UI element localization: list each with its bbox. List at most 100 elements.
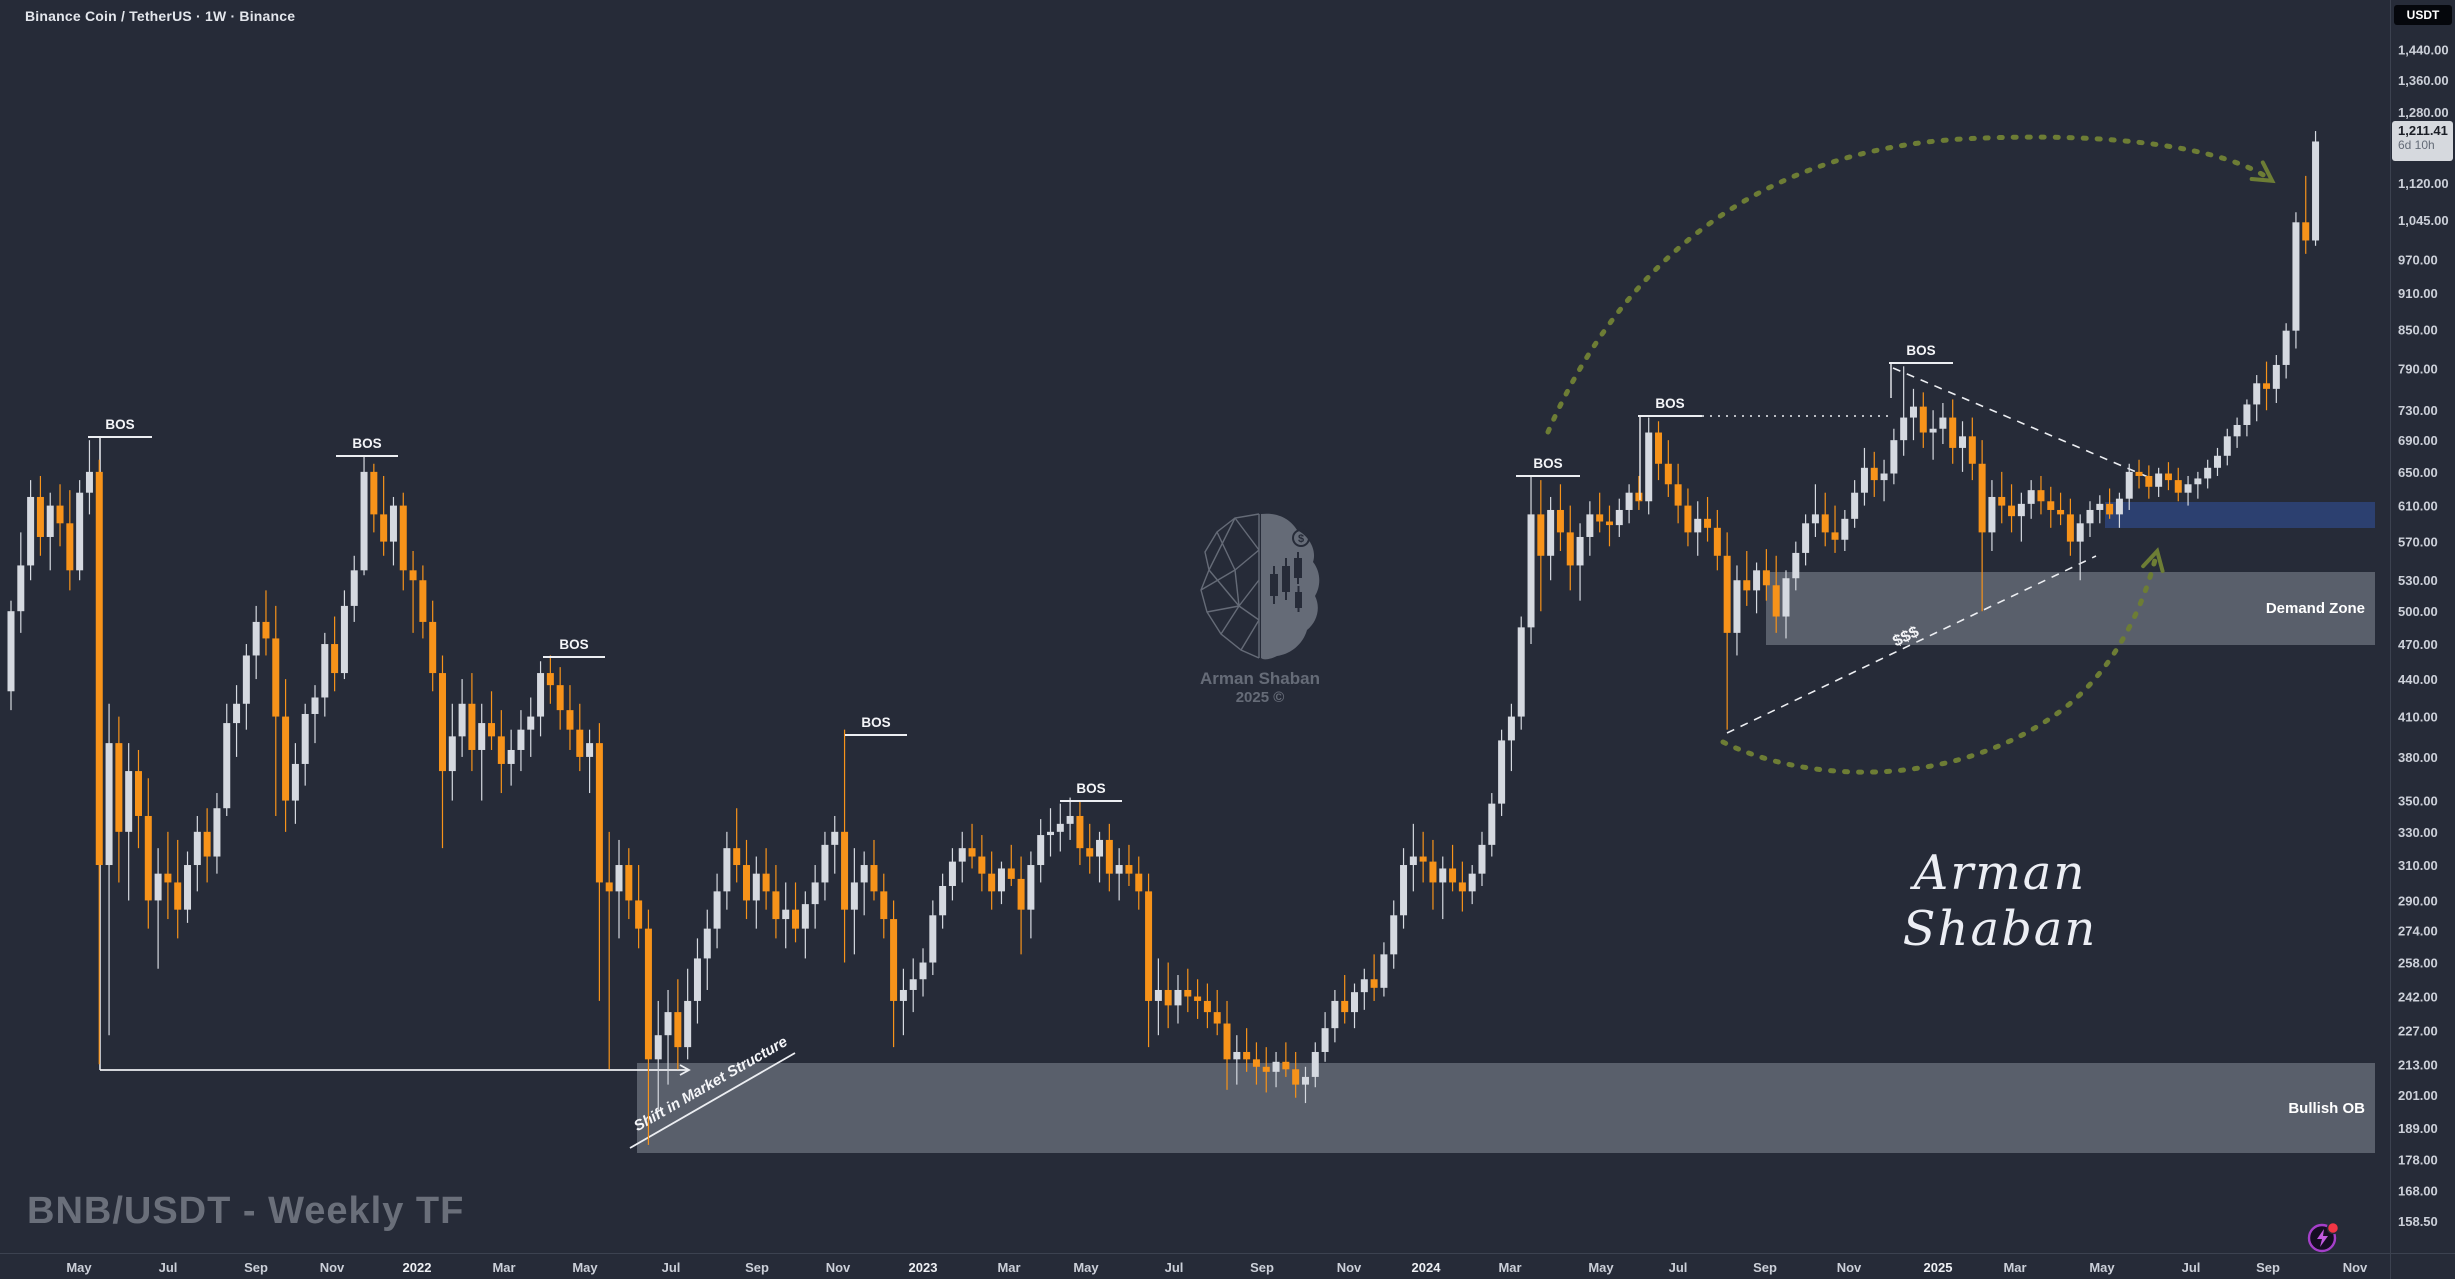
candlestick bbox=[1556, 484, 1564, 552]
candlestick bbox=[831, 815, 839, 874]
candlestick bbox=[1743, 551, 1751, 606]
candlestick bbox=[1841, 509, 1849, 552]
candlestick bbox=[1311, 1042, 1319, 1088]
candlestick bbox=[566, 685, 574, 750]
candlestick bbox=[841, 729, 849, 963]
brain-logo-icon: $ bbox=[1200, 513, 1320, 660]
price-tick-label: 530.00 bbox=[2398, 573, 2438, 588]
candlestick bbox=[262, 590, 270, 656]
candlestick bbox=[880, 873, 888, 939]
time-tick-label: Jul bbox=[159, 1260, 178, 1275]
price-axis[interactable] bbox=[2390, 0, 2455, 1279]
candlestick bbox=[1046, 808, 1054, 857]
time-tick-label: Nov bbox=[320, 1260, 345, 1275]
candlestick bbox=[1174, 975, 1182, 1024]
candlestick bbox=[801, 891, 809, 959]
candlestick bbox=[527, 697, 535, 757]
time-tick-label: Sep bbox=[244, 1260, 268, 1275]
time-tick-label: Jul bbox=[2182, 1260, 2201, 1275]
candlestick bbox=[252, 605, 260, 680]
candlestick bbox=[1331, 989, 1339, 1043]
lightning-bolt-icon[interactable] bbox=[2306, 1220, 2340, 1254]
svg-text:BOS: BOS bbox=[1533, 456, 1562, 471]
candlestick bbox=[958, 831, 966, 883]
candlestick bbox=[507, 729, 515, 786]
svg-text:BOS: BOS bbox=[105, 417, 134, 432]
candlestick bbox=[311, 685, 319, 744]
candlestick bbox=[723, 831, 731, 910]
candlestick bbox=[1488, 793, 1496, 857]
candlestick bbox=[615, 839, 623, 939]
candlestick bbox=[693, 938, 701, 1024]
candlestick bbox=[1762, 549, 1770, 601]
svg-text:BOS: BOS bbox=[559, 637, 588, 652]
candlestick bbox=[105, 703, 113, 1036]
candlestick bbox=[860, 851, 868, 916]
price-tick-label: 274.00 bbox=[2398, 924, 2438, 939]
price-tick-label: 242.00 bbox=[2398, 990, 2438, 1005]
candlestick bbox=[36, 475, 44, 556]
candlestick bbox=[1674, 463, 1682, 524]
logo-name-text: Arman Shaban bbox=[1200, 669, 1320, 688]
candlestick bbox=[2253, 375, 2261, 422]
bos-label: BOS bbox=[336, 436, 398, 457]
time-axis[interactable] bbox=[0, 1254, 2455, 1279]
candlestick bbox=[1880, 459, 1888, 502]
price-tick-label: 650.00 bbox=[2398, 465, 2438, 480]
candlestick bbox=[1890, 428, 1898, 485]
candlestick bbox=[929, 900, 937, 976]
candlestick bbox=[909, 958, 917, 1013]
shift-structure-line bbox=[629, 1052, 796, 1149]
candlestick bbox=[1655, 421, 1663, 481]
price-tick-label: 330.00 bbox=[2398, 825, 2438, 840]
candlestick bbox=[782, 882, 790, 949]
candlestick bbox=[537, 661, 545, 737]
bos-label: BOS bbox=[1889, 343, 1953, 398]
candlestick bbox=[1164, 962, 1172, 1029]
candlestick bbox=[1772, 555, 1780, 633]
candlestick bbox=[1194, 979, 1202, 1019]
candlestick bbox=[478, 703, 486, 801]
time-tick-label: Sep bbox=[1250, 1260, 1274, 1275]
price-tick-label: 970.00 bbox=[2398, 252, 2438, 267]
candlestick bbox=[1370, 954, 1378, 1001]
price-tick-label: 850.00 bbox=[2398, 322, 2438, 337]
time-tick-label: Sep bbox=[745, 1260, 769, 1275]
signature-watermark: Arman Shaban bbox=[1902, 845, 2098, 957]
candlestick bbox=[2135, 459, 2143, 489]
candlestick bbox=[1203, 983, 1211, 1029]
candlestick bbox=[1498, 729, 1506, 816]
time-tick-label: May bbox=[2089, 1260, 2115, 1275]
candlestick bbox=[1400, 848, 1408, 929]
candlestick bbox=[576, 703, 584, 772]
candlestick bbox=[1547, 496, 1555, 581]
price-tick-label: 1,360.00 bbox=[2398, 73, 2449, 88]
candlestick bbox=[1154, 958, 1162, 1036]
price-tick-label: 910.00 bbox=[2398, 286, 2438, 301]
currency-badge[interactable]: USDT bbox=[2394, 5, 2452, 25]
candlestick bbox=[282, 679, 290, 832]
candlestick bbox=[1831, 505, 1839, 553]
time-tick-label: Nov bbox=[826, 1260, 851, 1275]
candlestick bbox=[174, 839, 182, 939]
candlestick bbox=[644, 909, 652, 1145]
candlestick bbox=[850, 848, 858, 955]
time-tick-label: Mar bbox=[1498, 1260, 1521, 1275]
time-tick-label: May bbox=[1588, 1260, 1614, 1275]
candlestick bbox=[2272, 355, 2280, 404]
candlestick bbox=[2223, 428, 2231, 466]
time-tick-label: Jul bbox=[1165, 1260, 1184, 1275]
candlestick bbox=[2017, 492, 2025, 542]
svg-text:BOS: BOS bbox=[861, 715, 890, 730]
candlestick bbox=[1635, 475, 1643, 510]
candlestick bbox=[890, 900, 898, 1048]
candlestick bbox=[821, 831, 829, 901]
candlestick bbox=[1115, 848, 1123, 901]
candlestick bbox=[321, 632, 329, 717]
price-tick-label: 1,045.00 bbox=[2398, 213, 2449, 228]
candlestick bbox=[1704, 496, 1712, 542]
candlestick bbox=[1449, 844, 1457, 892]
candlestick bbox=[1939, 403, 1947, 445]
candlestick bbox=[360, 455, 368, 576]
